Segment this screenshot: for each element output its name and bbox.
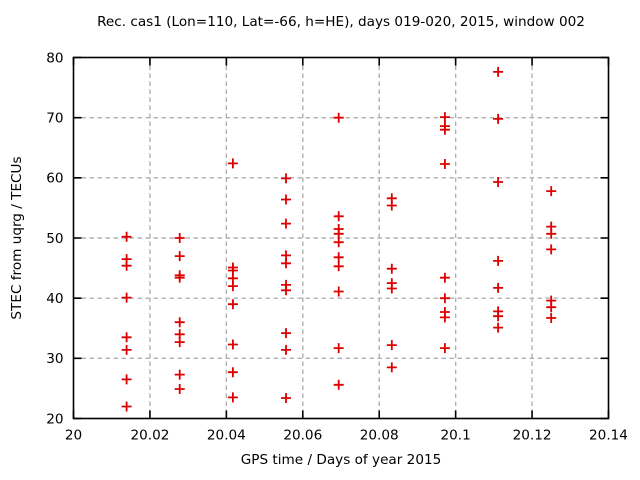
x-tick-label: 20.1 [441, 428, 471, 444]
data-point-marker [386, 283, 397, 294]
chart-title: Rec. cas1 (Lon=110, Lat=-66, h=HE), days… [97, 14, 585, 30]
data-point-marker [493, 322, 504, 333]
data-point-marker [121, 374, 132, 385]
x-tick-label: 20.02 [130, 428, 169, 444]
data-point-marker [227, 339, 238, 350]
data-point-marker [174, 233, 185, 243]
data-point-marker [281, 328, 291, 339]
data-point-marker [121, 401, 132, 412]
data-point-marker [386, 263, 397, 274]
data-point-marker [281, 218, 291, 229]
x-tick-label: 20 [65, 428, 82, 444]
data-point-marker [121, 292, 132, 303]
data-point-marker [493, 113, 504, 124]
data-point-marker [281, 393, 291, 403]
data-point-marker [546, 186, 557, 197]
x-axis-label: GPS time / Days of year 2015 [240, 452, 442, 468]
data-point-marker [227, 281, 238, 292]
data-point-marker [227, 367, 238, 378]
y-tick-label: 80 [46, 50, 63, 66]
data-point-marker [386, 200, 397, 211]
data-point-marker [493, 177, 504, 187]
data-point-marker [333, 237, 344, 248]
data-point-marker [493, 282, 504, 293]
data-point-marker [333, 211, 344, 222]
data-point-marker [121, 231, 132, 242]
data-point-marker [227, 299, 238, 310]
data-point-marker [546, 302, 557, 313]
data-point-marker [281, 285, 291, 296]
data-point-marker [493, 255, 504, 266]
data-point-marker [333, 112, 344, 123]
data-point-marker [546, 313, 557, 323]
data-point-marker [121, 332, 132, 343]
data-point-marker [281, 258, 291, 269]
data-point-marker [493, 311, 504, 322]
y-tick-label: 30 [46, 351, 63, 367]
data-point-marker [333, 379, 344, 390]
data-point-marker [333, 261, 344, 272]
x-tick-label: 20.06 [283, 428, 322, 444]
data-point-marker [546, 244, 557, 255]
x-tick-label: 20.12 [513, 428, 552, 444]
data-point-marker [333, 252, 344, 263]
x-tick-label: 20.14 [589, 428, 628, 444]
data-point-marker [386, 362, 397, 373]
data-point-marker [281, 344, 291, 355]
data-point-marker [121, 260, 132, 271]
data-point-marker [439, 312, 450, 323]
y-tick-label: 60 [46, 171, 63, 187]
y-tick-label: 20 [46, 411, 63, 427]
data-point-marker [174, 337, 185, 348]
y-tick-label: 50 [46, 231, 63, 247]
data-point-marker [174, 384, 185, 394]
grid-lines [73, 57, 609, 419]
data-point-marker [439, 343, 450, 354]
data-point-marker [439, 293, 450, 304]
y-tick-label: 40 [46, 291, 63, 307]
data-point-marker [227, 392, 238, 403]
data-point-marker [333, 286, 344, 297]
data-point-marker [439, 124, 450, 135]
axis-ticks [72, 56, 610, 420]
x-tick-label: 20.08 [360, 428, 399, 444]
data-point-marker [439, 159, 450, 169]
data-point-marker [493, 66, 504, 77]
data-point-marker [174, 369, 185, 380]
data-point-marker [281, 194, 291, 205]
data-point-marker [386, 340, 397, 351]
data-point-marker [174, 317, 185, 328]
y-axis-label: STEC from uqrg / TECUs [9, 156, 25, 320]
data-point-marker [281, 173, 291, 184]
data-point-marker [333, 228, 344, 239]
data-point-marker [439, 272, 450, 283]
data-point-marker [439, 112, 450, 123]
data-point-marker [174, 251, 185, 262]
y-tick-label: 70 [46, 110, 63, 126]
data-point-marker [546, 228, 557, 239]
data-point-marker [174, 272, 185, 283]
x-tick-label: 20.04 [207, 428, 246, 444]
data-point-marker [121, 344, 132, 355]
data-point-marker [227, 158, 238, 169]
data-point-marker [333, 343, 344, 354]
